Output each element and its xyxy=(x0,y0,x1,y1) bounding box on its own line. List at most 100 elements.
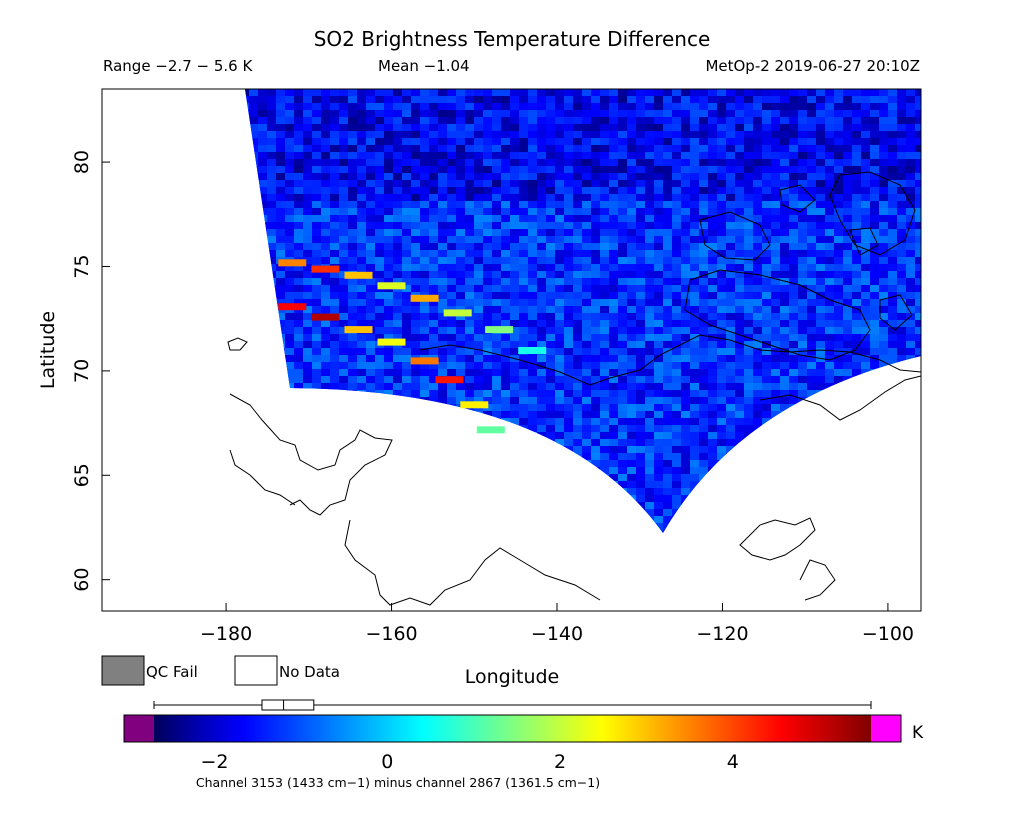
swath-cell xyxy=(366,355,375,362)
swath-cell xyxy=(330,362,339,369)
swath-cell xyxy=(312,201,321,208)
swath-cell xyxy=(798,159,807,166)
swath-cell xyxy=(690,411,699,418)
swath-cell xyxy=(564,355,573,362)
swath-cell xyxy=(429,285,438,292)
swath-cell xyxy=(330,96,339,103)
swath-cell xyxy=(546,145,555,152)
swath-cell xyxy=(879,348,888,355)
swath-cell xyxy=(438,131,447,138)
swath-cell xyxy=(474,208,483,215)
swath-cell xyxy=(357,103,366,110)
swath-cell xyxy=(825,208,834,215)
swath-cell xyxy=(807,131,816,138)
swath-cell xyxy=(744,138,753,145)
swath-cell xyxy=(690,418,699,425)
swath-cell xyxy=(771,138,780,145)
swath-cell xyxy=(465,271,474,278)
swath-cell xyxy=(528,138,537,145)
swath-cell xyxy=(762,103,771,110)
swath-cell xyxy=(375,138,384,145)
swath-cell xyxy=(600,285,609,292)
swath-cell xyxy=(888,313,897,320)
chart-title: SO2 Brightness Temperature Difference xyxy=(314,27,711,51)
swath-cell xyxy=(870,145,879,152)
swath-cell xyxy=(546,208,555,215)
swath-cell xyxy=(618,271,627,278)
swath-cell xyxy=(636,180,645,187)
swath-cell xyxy=(861,89,870,96)
swath-cell xyxy=(834,334,843,341)
swath-cell xyxy=(672,201,681,208)
swath-cell xyxy=(636,138,645,145)
swath-cell xyxy=(456,292,465,299)
swath-cell xyxy=(357,229,366,236)
swath-cell xyxy=(429,271,438,278)
swath-cell xyxy=(501,236,510,243)
swath-cell xyxy=(807,117,816,124)
swath-cell xyxy=(429,341,438,348)
swath-cell xyxy=(537,159,546,166)
swath-cell xyxy=(474,145,483,152)
swath-cell xyxy=(735,103,744,110)
swath-cell xyxy=(537,96,546,103)
swath-cell xyxy=(708,418,717,425)
swath-cell xyxy=(276,320,285,327)
swath-cell xyxy=(726,355,735,362)
swath-cell xyxy=(627,194,636,201)
swath-cell xyxy=(627,306,636,313)
swath-cell xyxy=(456,313,465,320)
swath-cell xyxy=(276,138,285,145)
swath-cell xyxy=(348,348,357,355)
swath-cell xyxy=(915,264,921,271)
swath-cell xyxy=(798,250,807,257)
plot-area xyxy=(102,89,921,611)
swath-cell xyxy=(456,257,465,264)
swath-cell xyxy=(366,159,375,166)
swath-cell xyxy=(780,131,789,138)
swath-cell xyxy=(564,425,573,432)
swath-cell xyxy=(681,453,690,460)
swath-cell xyxy=(321,355,330,362)
swath-cell xyxy=(672,152,681,159)
swath-cell xyxy=(717,236,726,243)
swath-cell xyxy=(744,124,753,131)
swath-cell xyxy=(663,96,672,103)
swath-cell xyxy=(492,96,501,103)
swath-cell xyxy=(510,138,519,145)
swath-cell xyxy=(285,194,294,201)
swath-cell xyxy=(537,180,546,187)
swath-cell xyxy=(717,152,726,159)
swath-cell xyxy=(753,292,762,299)
x-tick-label: −140 xyxy=(531,623,583,645)
swath-cell xyxy=(366,278,375,285)
swath-cell xyxy=(654,152,663,159)
swath-cell xyxy=(267,243,276,250)
swath-cell xyxy=(591,250,600,257)
swath-cell xyxy=(375,306,384,313)
swath-cell xyxy=(402,369,411,376)
swath-cell xyxy=(699,208,708,215)
swath-cell xyxy=(663,103,672,110)
swath-cell xyxy=(573,271,582,278)
swath-cell xyxy=(528,341,537,348)
swath-cell xyxy=(834,159,843,166)
swath-cell xyxy=(348,320,357,327)
swath-cell xyxy=(726,362,735,369)
swath-cell xyxy=(672,285,681,292)
swath-cell xyxy=(888,131,897,138)
swath-cell xyxy=(717,376,726,383)
swath-cell xyxy=(519,292,528,299)
swath-cell xyxy=(636,327,645,334)
swath-cell xyxy=(555,257,564,264)
swath-cell xyxy=(537,271,546,278)
swath-cell xyxy=(546,369,555,376)
swath-cell xyxy=(492,138,501,145)
swath-cell xyxy=(762,355,771,362)
swath-cell xyxy=(906,103,915,110)
swath-cell xyxy=(627,208,636,215)
swath-cell xyxy=(744,383,753,390)
swath-cell xyxy=(267,145,276,152)
swath-cell xyxy=(492,250,501,257)
swath-cell xyxy=(879,208,888,215)
